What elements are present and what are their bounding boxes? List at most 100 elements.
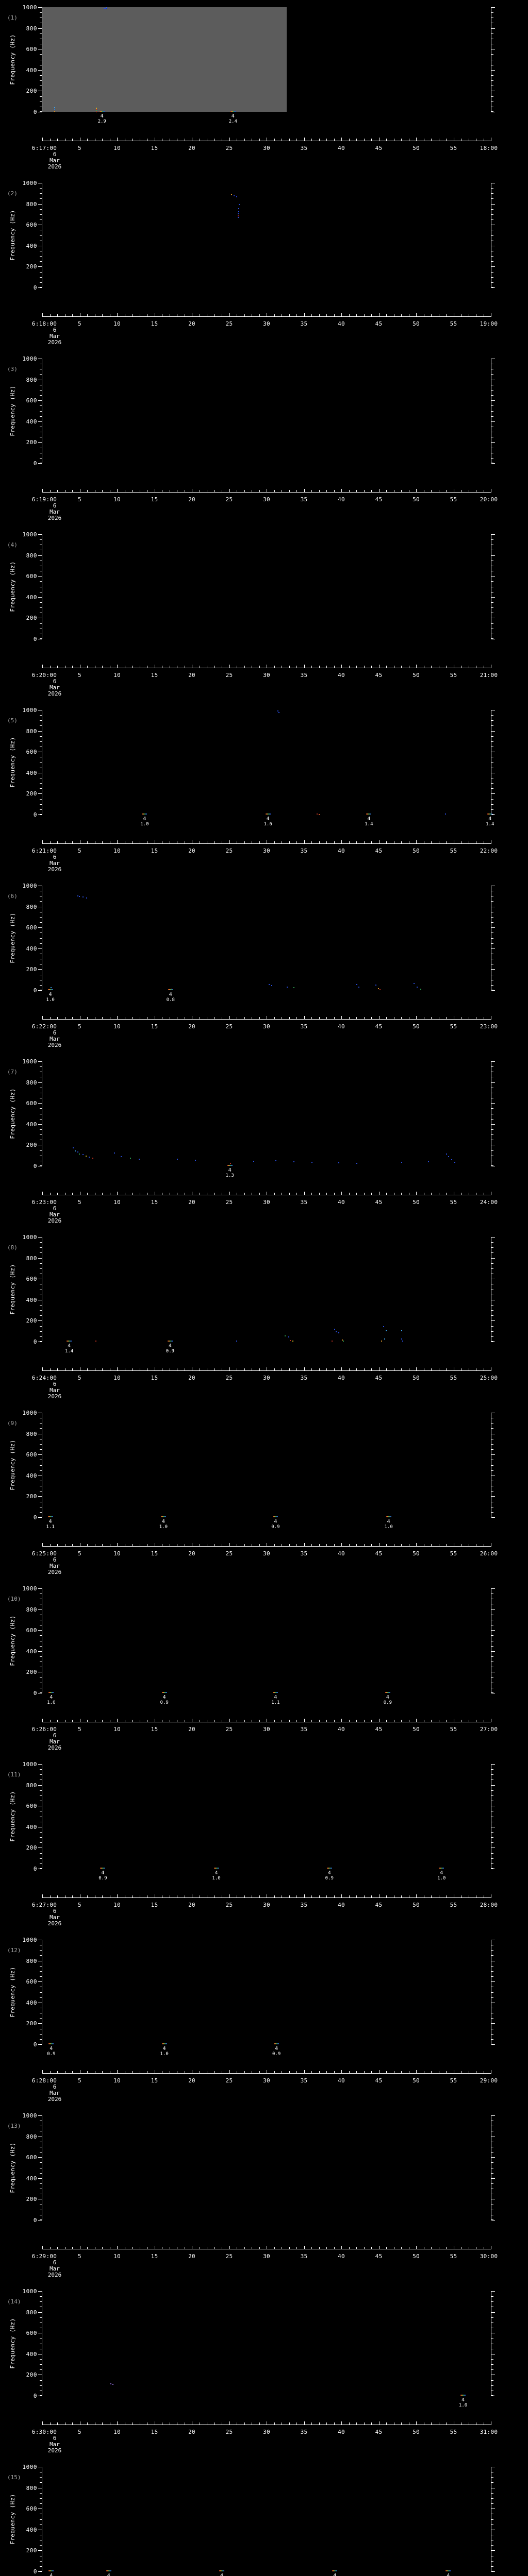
y-tick [491, 1150, 493, 1151]
x-axis-start-label: 6:21:00 [31, 848, 57, 854]
y-tick-label: 800 [26, 1606, 37, 1613]
x-tick [304, 1894, 305, 1898]
y-tick [491, 12, 493, 13]
x-tick [304, 138, 305, 141]
data-point [238, 211, 240, 212]
x-tick-label: 10 [113, 672, 121, 679]
x-tick [326, 1895, 327, 1897]
x-tick-label: 50 [412, 2429, 420, 2435]
date-stack-line: Mar [50, 1211, 60, 1218]
x-tick [229, 138, 230, 141]
x-tick-label: 5 [78, 2253, 81, 2260]
x-tick-label: 30 [263, 848, 270, 854]
x-tick [102, 490, 103, 492]
y-tick [38, 1237, 42, 1238]
x-tick [57, 1720, 58, 1722]
x-tick [87, 314, 88, 316]
y-tick-label: 0 [33, 1690, 37, 1697]
event-tick [48, 2570, 54, 2571]
date-stack: 6 Mar 2026 [48, 503, 62, 521]
x-tick [416, 1192, 417, 1195]
x-tick-label: 10 [113, 2077, 121, 2084]
event-magnitude: 1.1 [46, 1524, 55, 1530]
event-depth: 4 [169, 992, 172, 997]
y-tick [491, 1853, 493, 1854]
y-tick [40, 101, 42, 102]
x-tick-label: 40 [338, 672, 345, 679]
x-tick [326, 841, 327, 843]
x-tick [326, 2071, 327, 2073]
y-tick [491, 927, 495, 928]
y-tick [40, 2385, 42, 2386]
x-tick-label: 40 [338, 2253, 345, 2260]
x-tick [378, 665, 380, 668]
event-magnitude: 0.9 [98, 1876, 107, 1881]
x-tick-label: 20 [188, 1375, 195, 1381]
y-tick [491, 2291, 495, 2292]
x-tick [229, 1543, 230, 1547]
x-tick [57, 841, 58, 843]
x-tick-label: 15 [151, 1726, 158, 1733]
event-depth: 4 [333, 2573, 337, 2576]
y-tick [491, 1320, 495, 1321]
x-tick [378, 1016, 380, 1020]
x-tick [416, 1543, 417, 1547]
x-tick [42, 313, 43, 317]
x-tick [50, 2247, 51, 2249]
panel-4: 0 200 400 600 800 1000 (4) Frequency (Hz) 6:20:0… [0, 532, 528, 710]
y-tick-label: 200 [26, 439, 37, 446]
y-tick [491, 1651, 495, 1652]
x-tick [229, 1367, 230, 1371]
x-tick-label: 50 [412, 1199, 420, 1206]
x-tick [334, 490, 335, 492]
y-tick [40, 804, 42, 805]
x-tick [259, 1895, 260, 1897]
y-tick-label: 800 [26, 1782, 37, 1789]
x-tick-label: 40 [338, 1902, 345, 1908]
x-tick [349, 2247, 350, 2249]
y-tick [38, 2044, 42, 2045]
date-stack-line: Mar [50, 157, 60, 164]
x-tick [57, 314, 58, 316]
x-tick [296, 139, 297, 141]
y-tick [491, 720, 493, 721]
x-tick [364, 490, 365, 492]
y-tick-label: 600 [26, 2330, 37, 2337]
event-depth: 4 [214, 1870, 218, 1876]
x-tick-label: 15 [151, 496, 158, 503]
event-depth: 4 [162, 1694, 166, 1700]
x-tick [431, 1193, 432, 1195]
event-tick [99, 111, 105, 112]
y-tick [491, 287, 495, 288]
y-tick [40, 1769, 42, 1770]
y-tick [491, 1965, 493, 1967]
x-tick [214, 1895, 215, 1897]
y-tick [491, 1465, 493, 1466]
y-tick-label: 800 [26, 552, 37, 559]
event-depth: 4 [101, 1870, 105, 1876]
x-tick [214, 1368, 215, 1370]
y-tick [40, 2498, 42, 2499]
y-tick [491, 219, 493, 221]
date-stack-line: Mar [50, 684, 60, 691]
event-magnitude: 1.3 [225, 1173, 234, 1178]
y-tick [491, 1129, 493, 1130]
y-tick [38, 442, 42, 443]
x-tick-label: 55 [450, 2429, 457, 2435]
data-point [92, 1158, 94, 1159]
y-tick [40, 985, 42, 986]
y-tick [491, 1449, 493, 1450]
y-tick [40, 1465, 42, 1466]
x-tick [386, 1193, 387, 1195]
x-tick-label: 35 [300, 1023, 308, 1030]
x-tick-label: 20 [188, 1550, 195, 1557]
x-tick [132, 314, 133, 316]
x-tick-label: 10 [113, 1023, 121, 1030]
event-marker: 40.9 [218, 2573, 226, 2576]
y-tick [491, 1310, 493, 1311]
y-tick-label: 200 [26, 1142, 37, 1149]
x-tick [259, 841, 260, 843]
x-tick [431, 490, 432, 492]
event-depth: 4 [488, 816, 492, 822]
y-axis-cap-bottom [491, 2219, 493, 2220]
